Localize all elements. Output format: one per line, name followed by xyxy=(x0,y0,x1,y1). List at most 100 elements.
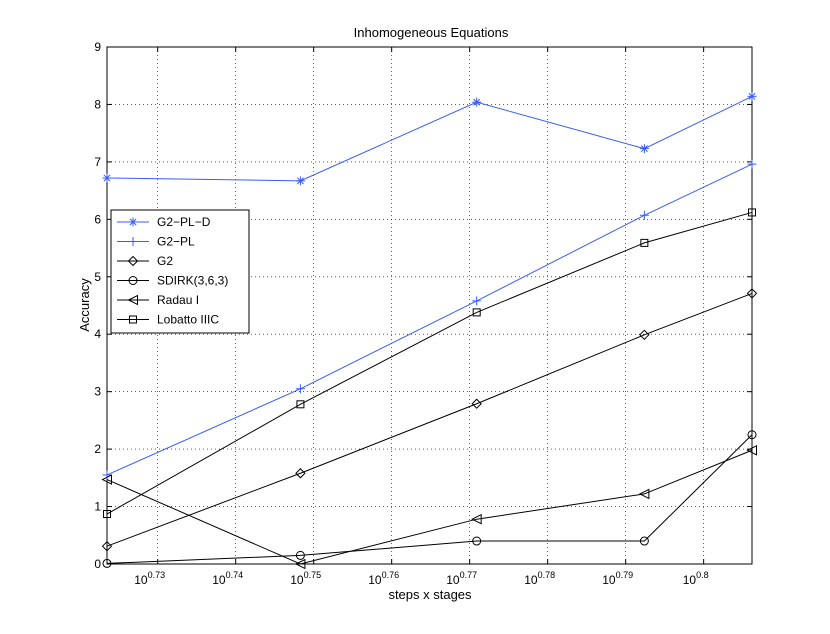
marker-triangle-left xyxy=(638,488,650,500)
marker-plus xyxy=(102,470,112,480)
series-circle xyxy=(102,430,757,568)
chart-title: Inhomogeneous Equations xyxy=(354,25,509,40)
legend-label: Lobatto IIIC xyxy=(157,313,219,327)
x-tick-base: 10 xyxy=(446,573,460,587)
marker-asterisk xyxy=(747,91,757,101)
marker-asterisk xyxy=(102,173,112,183)
marker-plus xyxy=(128,237,138,246)
x-tick-label: 100.79 xyxy=(602,570,633,587)
legend-entry: G2−PL−D xyxy=(117,215,211,229)
marker-square xyxy=(640,238,649,247)
plot-frame xyxy=(106,46,753,565)
y-tick-label: 3 xyxy=(94,385,101,399)
marker-triangle-left xyxy=(746,444,757,456)
x-tick-exponent: 0.79 xyxy=(616,570,634,580)
x-tick-base: 10 xyxy=(683,573,697,587)
series-asterisk xyxy=(102,91,757,186)
legend-label: G2−PL xyxy=(157,235,195,249)
marker-diamond xyxy=(639,329,650,341)
legend-entry: SDIRK(3,6,3) xyxy=(117,274,228,288)
marker-circle xyxy=(128,276,138,285)
x-tick-label: 100.8 xyxy=(683,570,709,587)
series-line xyxy=(106,449,753,565)
marker-square xyxy=(296,400,305,409)
marker-square xyxy=(748,208,756,217)
x-tick-base: 10 xyxy=(368,573,382,587)
y-tick-label: 2 xyxy=(94,442,101,456)
y-tick-label: 6 xyxy=(94,212,101,226)
marker-asterisk xyxy=(639,144,649,154)
marker-circle xyxy=(472,536,482,546)
legend-entry: Radau I xyxy=(117,293,199,307)
series-layer xyxy=(101,91,758,570)
marker-circle xyxy=(639,536,649,546)
legend: G2−PL−D G2−PL G2 SDIRK(3,6,3) Radau I Lobatto… xyxy=(110,209,250,334)
series-line xyxy=(106,292,753,547)
y-axis-label: Accuracy xyxy=(77,278,92,332)
legend-box xyxy=(110,209,250,334)
y-tick-label: 9 xyxy=(94,40,101,54)
y-tick-label: 4 xyxy=(94,327,101,341)
series-line xyxy=(106,211,753,515)
x-tick-label: 100.75 xyxy=(290,570,321,587)
marker-triangle-left xyxy=(127,294,138,306)
x-tick-label: 100.78 xyxy=(524,570,555,587)
x-tick-label: 100.74 xyxy=(212,570,243,587)
marker-square xyxy=(103,510,111,519)
y-tick-label: 5 xyxy=(94,270,101,284)
x-tick-base: 10 xyxy=(524,573,538,587)
legend-label: Radau I xyxy=(157,293,199,307)
y-tick-label: 1 xyxy=(94,500,101,514)
x-tick-exponent: 0.8 xyxy=(696,570,709,580)
marker-diamond xyxy=(471,398,482,409)
x-tick-exponent: 0.76 xyxy=(382,570,400,580)
marker-circle xyxy=(102,558,112,568)
marker-square xyxy=(472,308,481,317)
marker-square xyxy=(129,315,137,324)
series-plus xyxy=(102,159,757,480)
x-tick-exponent: 0.74 xyxy=(226,570,244,580)
legend-label: G2 xyxy=(157,254,173,268)
x-axis-label: steps x stages xyxy=(388,587,472,602)
marker-plus xyxy=(295,384,305,394)
marker-plus xyxy=(747,159,757,169)
marker-circle xyxy=(747,430,757,440)
x-tick-exponent: 0.78 xyxy=(538,570,556,580)
marker-plus xyxy=(472,296,482,306)
marker-asterisk xyxy=(295,176,305,186)
marker-diamond xyxy=(746,288,758,299)
marker-circle xyxy=(295,550,305,560)
x-tick-exponent: 0.73 xyxy=(148,570,166,580)
x-tick-exponent: 0.75 xyxy=(304,570,322,580)
y-tick-label: 8 xyxy=(94,97,101,111)
x-tick-base: 10 xyxy=(290,573,304,587)
x-tick-label: 100.77 xyxy=(446,570,477,587)
x-tick-base: 10 xyxy=(602,573,616,587)
x-tick-label: 100.73 xyxy=(134,570,165,587)
y-tick-label: 0 xyxy=(94,557,101,571)
legend-entry: Lobatto IIIC xyxy=(117,313,219,327)
series-triangle-left xyxy=(101,444,757,570)
legend-entry: G2 xyxy=(117,254,173,268)
marker-asterisk xyxy=(128,217,138,227)
legend-entry: G2−PL xyxy=(117,235,195,249)
x-tick-base: 10 xyxy=(212,573,226,587)
marker-plus xyxy=(639,210,649,220)
marker-diamond xyxy=(101,540,113,552)
marker-triangle-left xyxy=(471,513,482,525)
series-square xyxy=(103,208,756,519)
y-tick-label: 7 xyxy=(94,155,101,169)
marker-triangle-left xyxy=(101,474,112,485)
legend-label: G2−PL−D xyxy=(157,215,211,229)
legend-label: SDIRK(3,6,3) xyxy=(157,274,228,288)
series-line xyxy=(106,434,753,564)
x-tick-exponent: 0.77 xyxy=(460,570,478,580)
marker-diamond xyxy=(127,255,139,267)
x-tick-base: 10 xyxy=(134,573,148,587)
series-diamond xyxy=(101,288,758,552)
marker-asterisk xyxy=(472,97,482,107)
marker-triangle-left xyxy=(294,558,306,570)
x-tick-label: 100.76 xyxy=(368,570,399,587)
